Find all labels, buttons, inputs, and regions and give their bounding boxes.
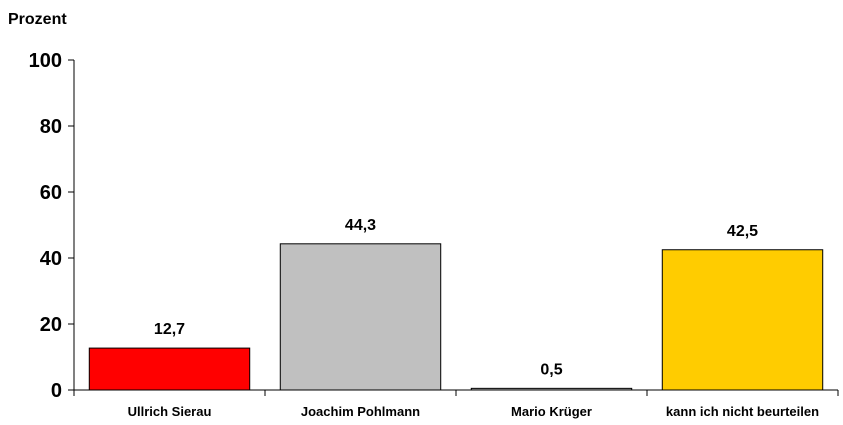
x-axis-ticks: Ullrich Sierau Joachim Pohlmann Mario Krüg… — [73, 390, 839, 419]
x-tick-label-0: Ullrich Sierau — [128, 404, 212, 419]
bars — [88, 243, 824, 391]
data-label-2: 0,5 — [540, 361, 562, 378]
y-tick-label: 100 — [29, 50, 62, 72]
data-label-3: 42,5 — [727, 223, 758, 240]
bar-3 — [661, 249, 824, 391]
y-axis-label: Prozent — [8, 11, 67, 28]
bar-0 — [88, 347, 251, 391]
y-tick-label: 40 — [40, 248, 62, 270]
bar-1 — [279, 243, 442, 391]
data-labels: 12,7 44,3 0,5 42,5 — [154, 217, 758, 379]
y-tick-label: 0 — [51, 380, 62, 402]
x-tick-label-3: kann ich nicht beurteilen — [666, 404, 819, 419]
data-label-1: 44,3 — [345, 217, 376, 234]
y-tick-label: 80 — [40, 116, 62, 138]
y-axis-ticks: 0 20 40 60 80 100 — [29, 50, 74, 402]
data-label-0: 12,7 — [154, 321, 185, 338]
y-tick-label: 20 — [40, 314, 62, 336]
x-tick-label-1: Joachim Pohlmann — [301, 404, 420, 419]
x-tick-label-2: Mario Krüger — [511, 404, 592, 419]
y-tick-label: 60 — [40, 182, 62, 204]
